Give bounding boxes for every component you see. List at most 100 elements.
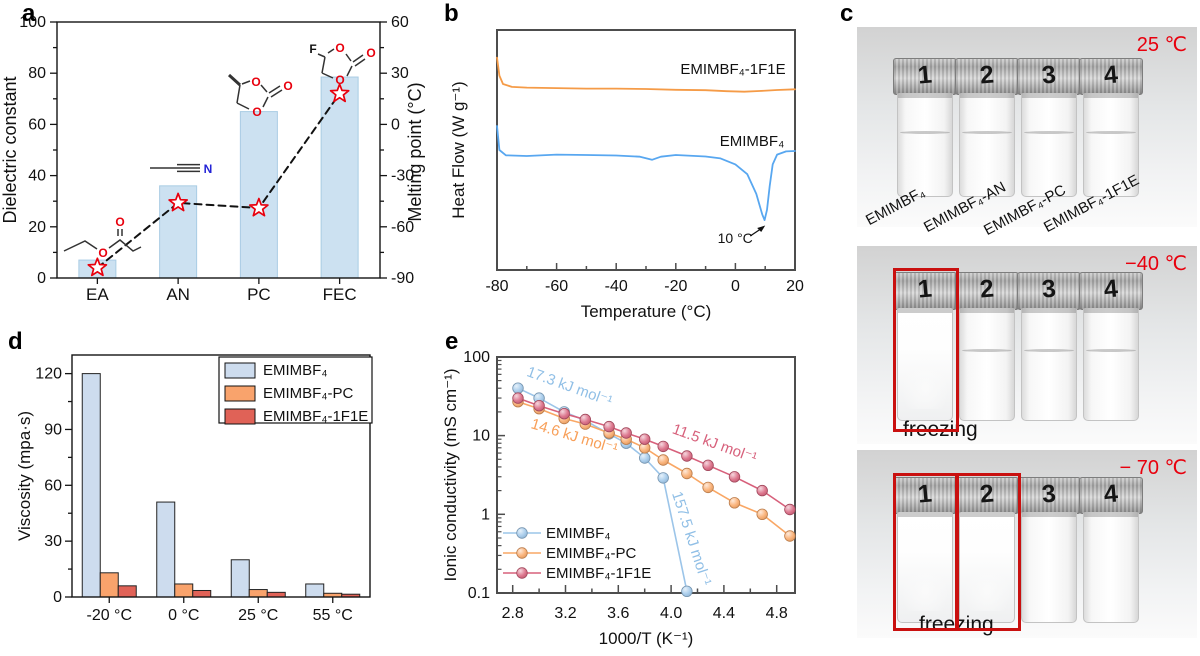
fec-oxygen-label: O: [335, 73, 344, 87]
photo-25c: 1 2 3 4 EMIMBF₄ EMIMBF₄-AN EMIMBF₄-PC EMIMBF₄-1…: [857, 27, 1197, 239]
vial-body: [1021, 308, 1077, 421]
vial-number: 4: [1102, 274, 1120, 304]
an-nitrogen-label: N: [204, 162, 213, 176]
fec-fluorine-label: F: [309, 42, 316, 56]
svg-text:0 °C: 0 °C: [168, 607, 199, 624]
svg-text:4.0: 4.0: [660, 605, 682, 622]
svg-text:EMIMBF₄: EMIMBF₄: [263, 362, 327, 379]
ea-oxygen-label: O: [115, 215, 124, 229]
svg-text:Ionic conductivity (mS cm⁻¹): Ionic conductivity (mS cm⁻¹): [441, 368, 460, 581]
molecule-structures: O O N O O O F O: [63, 41, 376, 260]
liquid-level-line: [962, 131, 1012, 135]
panel-label-b: b: [444, 0, 459, 27]
svg-text:4.4: 4.4: [713, 605, 735, 622]
svg-text:EMIMBF₄-1F1E: EMIMBF₄-1F1E: [263, 408, 368, 425]
vial-number: 2: [978, 274, 996, 304]
vial-number: 4: [1102, 60, 1120, 90]
vial-cap: 2: [955, 272, 1019, 310]
vial-body-frozen: [897, 308, 953, 421]
svg-text:10: 10: [472, 428, 490, 445]
svg-text:157.5 kJ mol⁻¹: 157.5 kJ mol⁻¹: [668, 489, 714, 587]
pc-oxygen-label: O: [252, 105, 261, 119]
panel-b-chart: -80 -60 -40 -20 0 20 EMIMBF₄-1F1E EMIMBF₄ 10 °C H…: [449, 29, 804, 321]
svg-text:EMIMBF₄-1F1E: EMIMBF₄-1F1E: [680, 61, 785, 78]
svg-text:EMIMBF₄: EMIMBF₄: [720, 133, 784, 150]
fec-carbonyl: [352, 54, 366, 67]
vial-cap: 3: [1017, 58, 1081, 95]
pc-oxygen-label: O: [251, 75, 260, 89]
vial-body: [1083, 308, 1139, 421]
temp-badge: 25 ℃: [1136, 34, 1187, 56]
svg-text:3.2: 3.2: [554, 605, 576, 622]
svg-text:100: 100: [19, 14, 46, 31]
ea-bond: [63, 240, 98, 252]
vial-number: 1: [916, 60, 934, 90]
svg-text:30: 30: [391, 65, 409, 82]
vial-number: 3: [1040, 60, 1058, 90]
svg-text:-20 °C: -20 °C: [86, 607, 132, 624]
vial-body: [1083, 512, 1139, 623]
pc-oxygen-label: O: [283, 79, 292, 93]
svg-text:-60: -60: [391, 219, 414, 236]
svg-text:60: 60: [44, 477, 62, 494]
vial-sample-label: EMIMBF₄: [863, 183, 928, 230]
svg-text:Viscosity (mpa·s): Viscosity (mpa·s): [15, 411, 34, 541]
svg-text:-40: -40: [605, 278, 628, 295]
freezing-highlight-box: [893, 268, 959, 432]
liquid-level-line: [1086, 349, 1136, 353]
vial-cap: 2: [955, 58, 1019, 95]
svg-text:AN: AN: [166, 285, 190, 304]
vial-body: [897, 93, 953, 197]
svg-text:EMIMBF₄-PC: EMIMBF₄-PC: [263, 385, 353, 402]
svg-text:0.1: 0.1: [468, 585, 490, 602]
freezing-highlight-box: [955, 473, 1021, 631]
svg-text:-80: -80: [485, 278, 508, 295]
pc-methyl-wedge: [227, 73, 242, 87]
panel-label-a: a: [22, 0, 36, 27]
svg-text:2.8: 2.8: [502, 605, 524, 622]
vial-cap: 1: [893, 58, 957, 95]
svg-text:EMIMBF₄: EMIMBF₄: [546, 525, 610, 542]
svg-text:Temperature (°C): Temperature (°C): [581, 302, 712, 321]
panel-d-chart: 0 30 60 90 120 -20 °C 0 °C 25 °C 55 °C EMIMBF₄ EMI…: [15, 354, 373, 624]
svg-text:60: 60: [28, 116, 46, 133]
panel-label-e: e: [445, 328, 459, 355]
svg-text:90: 90: [44, 421, 62, 438]
svg-text:-20: -20: [664, 278, 687, 295]
svg-text:FEC: FEC: [323, 285, 357, 304]
panel-label-c: c: [840, 0, 854, 27]
fec-oxygen-label: O: [335, 41, 344, 55]
an-triple-bond: [177, 163, 200, 173]
vial-number: 2: [978, 60, 996, 90]
svg-text:20: 20: [28, 219, 46, 236]
pc-structure: O O O: [227, 73, 293, 119]
svg-text:20: 20: [786, 278, 804, 295]
svg-text:30: 30: [44, 533, 62, 550]
svg-text:-60: -60: [545, 278, 568, 295]
panel-a-chart: 0 20 40 60 80 100 -90 -60 -30 0 30 60 EA AN PC FEC Diele…: [0, 14, 425, 304]
vial-cap: 3: [1017, 272, 1081, 310]
vial-body: [1021, 93, 1077, 197]
svg-text:25 °C: 25 °C: [238, 607, 278, 624]
svg-text:4.8: 4.8: [766, 605, 788, 622]
svg-text:0: 0: [37, 270, 46, 287]
svg-text:EA: EA: [86, 285, 109, 304]
vial-number: 3: [1040, 274, 1058, 304]
vial-cap: 4: [1079, 477, 1143, 514]
panel-label-d: d: [8, 328, 23, 355]
vial-cap: 4: [1079, 58, 1143, 95]
vial-body: [959, 308, 1015, 421]
svg-text:0: 0: [391, 116, 400, 133]
svg-text:1000/T (K⁻¹): 1000/T (K⁻¹): [599, 629, 694, 648]
svg-text:EMIMBF₄-1F1E: EMIMBF₄-1F1E: [546, 565, 651, 582]
fec-structure: F O O O: [309, 41, 375, 87]
ea-oxygen-label: O: [98, 246, 107, 260]
svg-text:10 °C: 10 °C: [718, 230, 753, 246]
vial-body-frozen: [959, 512, 1015, 623]
pc-ring-bonds: [236, 80, 269, 110]
ea-bond: [108, 239, 142, 252]
